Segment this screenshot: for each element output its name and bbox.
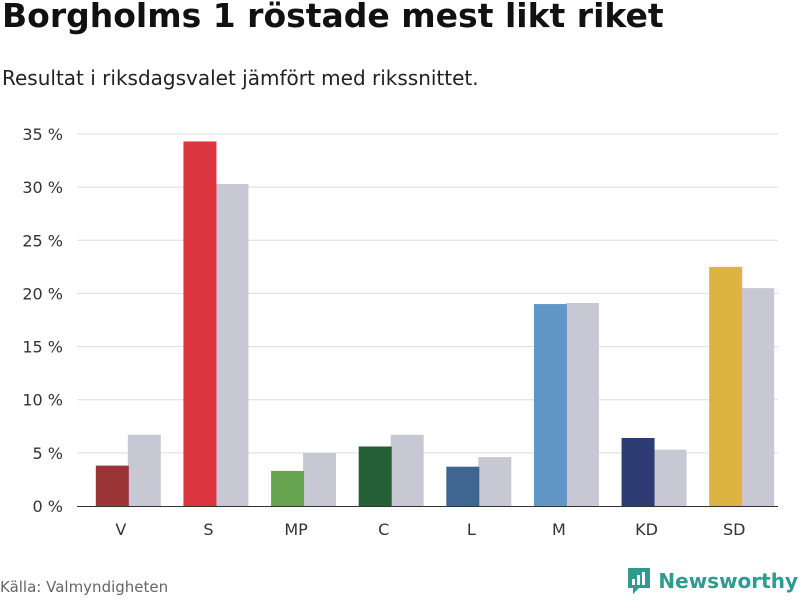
x-tick-label: SD — [723, 520, 745, 539]
bar-national-m — [565, 302, 599, 506]
bar-national-kd — [653, 449, 687, 506]
bar-national-v — [127, 434, 161, 506]
bar-local-mp — [271, 470, 305, 506]
x-tick-label: KD — [635, 520, 658, 539]
x-tick-label: C — [378, 520, 389, 539]
bar-national-mp — [303, 452, 337, 506]
brand-name: Newsworthy — [658, 569, 798, 593]
bar-local-kd — [621, 437, 655, 506]
x-tick-label: M — [552, 520, 566, 539]
y-tick-label: 10 % — [22, 391, 63, 410]
x-tick-label: V — [115, 520, 126, 539]
bar-local-l — [446, 466, 480, 506]
y-tick-label: 35 % — [22, 125, 63, 144]
x-tick-label: MP — [284, 520, 308, 539]
chart-subtitle: Resultat i riksdagsvalet jämfört med rik… — [2, 66, 479, 90]
bar-local-m — [533, 304, 567, 506]
y-tick-label: 15 % — [22, 338, 63, 357]
y-tick-label: 30 % — [22, 178, 63, 197]
newsworthy-logo-icon — [628, 568, 651, 594]
bar-national-sd — [741, 288, 775, 506]
bar-local-v — [95, 465, 129, 506]
bar-local-sd — [709, 266, 743, 506]
y-tick-label: 20 % — [22, 284, 63, 303]
y-tick-label: 0 % — [33, 497, 63, 516]
chart-title: Borgholms 1 röstade mest likt riket — [2, 0, 664, 35]
bar-national-l — [478, 457, 512, 506]
bar-local-c — [358, 446, 392, 506]
bar-national-s — [215, 183, 249, 506]
x-tick-label: S — [203, 520, 213, 539]
brand-logo: Newsworthy — [626, 566, 798, 596]
x-tick-label: L — [467, 520, 476, 539]
bar-national-c — [390, 434, 424, 506]
y-tick-label: 5 % — [33, 444, 63, 463]
source-note: Källa: Valmyndigheten — [0, 578, 169, 596]
bar-local-s — [183, 141, 217, 506]
y-tick-label: 25 % — [22, 231, 63, 250]
